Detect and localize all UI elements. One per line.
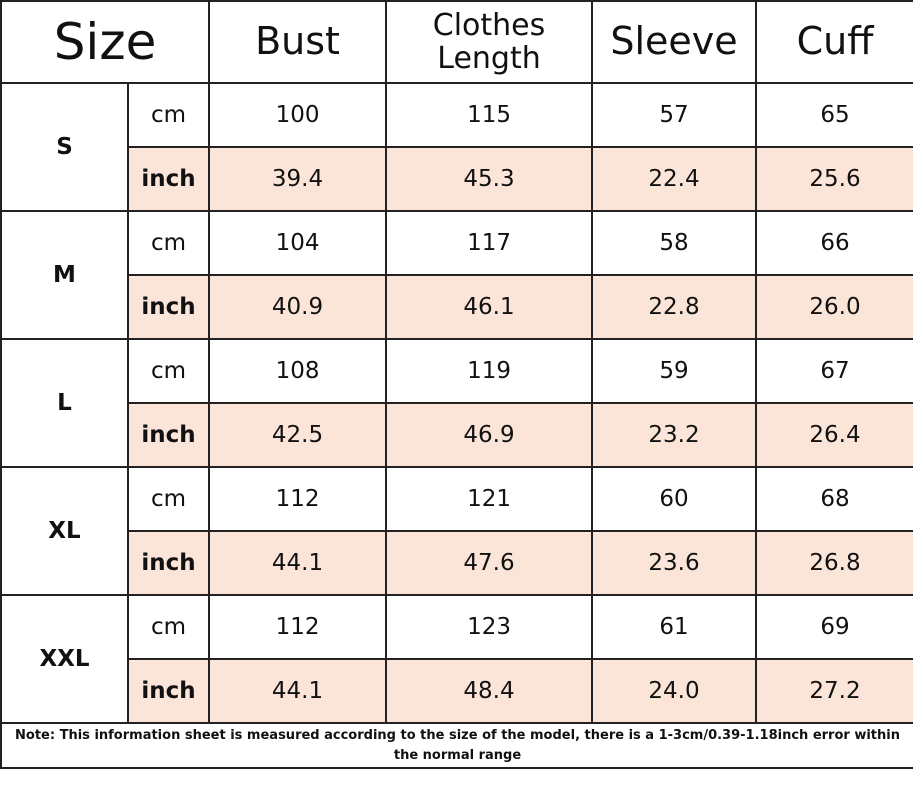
data-row: XL cm 112 121 60 68 [0, 466, 913, 596]
unit-label: cm [126, 82, 211, 148]
size-label: M [0, 210, 129, 340]
size-label: XXL [0, 594, 129, 724]
value-cell: 67 [755, 338, 913, 404]
data-row: inch 40.9 46.1 22.8 26.0 [1, 274, 913, 340]
value-cell: 57 [591, 82, 758, 148]
size-label: L [0, 338, 129, 468]
value-cell: 44.1 [208, 658, 388, 724]
value-cell: 46.9 [385, 402, 594, 468]
value-cell: 112 [208, 466, 388, 532]
value-cell: 123 [385, 594, 594, 660]
value-cell: 121 [385, 466, 594, 532]
value-cell: 26.0 [755, 274, 913, 340]
value-cell: 26.8 [755, 530, 913, 596]
value-cell: 115 [385, 82, 594, 148]
unit-label: inch [126, 658, 211, 724]
value-cell: 65 [755, 82, 913, 148]
header-cell: Cuff [755, 0, 913, 84]
value-cell: 23.2 [591, 402, 758, 468]
value-cell: 119 [385, 338, 594, 404]
data-row: inch 39.4 45.3 22.4 25.6 [1, 146, 913, 212]
unit-label: cm [126, 594, 211, 660]
value-cell: 68 [755, 466, 913, 532]
value-cell: 48.4 [385, 658, 594, 724]
value-cell: 61 [591, 594, 758, 660]
header-cell: Clothes Length [385, 0, 594, 84]
value-cell: 47.6 [385, 530, 594, 596]
value-cell: 108 [208, 338, 388, 404]
unit-label: cm [126, 338, 211, 404]
size-label: XL [0, 466, 129, 596]
value-cell: 45.3 [385, 146, 594, 212]
value-cell: 44.1 [208, 530, 388, 596]
header-cell: Size [0, 0, 211, 84]
value-cell: 59 [591, 338, 758, 404]
value-cell: 66 [755, 210, 913, 276]
header-row: Size Bust Clothes Length Sleeve Cuff [0, 0, 913, 84]
unit-label: inch [126, 530, 211, 596]
value-cell: 26.4 [755, 402, 913, 468]
data-row: XXL cm 112 123 61 69 [0, 594, 913, 724]
unit-label: cm [126, 210, 211, 276]
note: Note: This information sheet is measured… [0, 722, 913, 769]
value-cell: 24.0 [591, 658, 758, 724]
unit-label: inch [126, 402, 211, 468]
value-cell: 60 [591, 466, 758, 532]
value-cell: 46.1 [385, 274, 594, 340]
note-row: Note: This information sheet is measured… [0, 722, 913, 769]
value-cell: 112 [208, 594, 388, 660]
value-cell: 117 [385, 210, 594, 276]
value-cell: 22.8 [591, 274, 758, 340]
value-cell: 27.2 [755, 658, 913, 724]
value-cell: 25.6 [755, 146, 913, 212]
unit-label: inch [126, 274, 211, 340]
value-cell: 40.9 [208, 274, 388, 340]
header-cell: Sleeve [591, 0, 758, 84]
data-row: inch 44.1 48.4 24.0 27.2 [1, 658, 913, 724]
value-cell: 42.5 [208, 402, 388, 468]
unit-label: cm [126, 466, 211, 532]
value-cell: 39.4 [208, 146, 388, 212]
header-cell: Bust [208, 0, 388, 84]
data-row: inch 42.5 46.9 23.2 26.4 [1, 402, 913, 468]
value-cell: 104 [208, 210, 388, 276]
value-cell: 22.4 [591, 146, 758, 212]
unit-label: inch [126, 146, 211, 212]
data-row: inch 44.1 47.6 23.6 26.8 [1, 530, 913, 596]
value-cell: 58 [591, 210, 758, 276]
value-cell: 100 [208, 82, 388, 148]
value-cell: 69 [755, 594, 913, 660]
size-label: S [0, 82, 129, 212]
value-cell: 23.6 [591, 530, 758, 596]
